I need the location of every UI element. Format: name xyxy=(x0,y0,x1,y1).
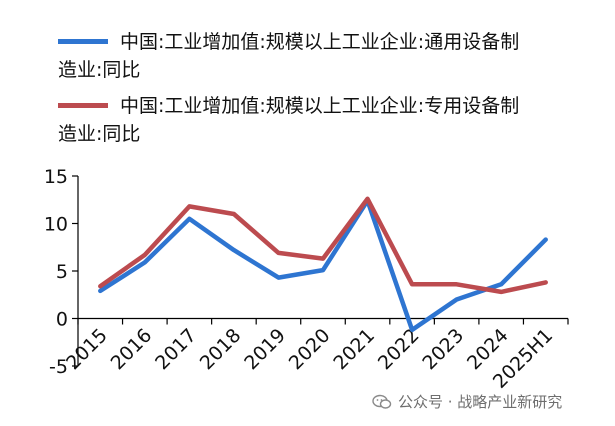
legend-item-general-equipment: 中国:工业增加值:规模以上工业企业:通用设备制 造业:同比 xyxy=(58,28,598,84)
y-tick-label: 5 xyxy=(56,261,68,283)
series-line-0 xyxy=(98,198,548,333)
x-tick-label: 2023 xyxy=(418,324,468,374)
x-tick-label: 2016 xyxy=(107,324,157,374)
watermark-text: 公众号 · 战略产业新研究 xyxy=(398,393,563,411)
wechat-icon xyxy=(372,394,392,409)
legend-label-line2: 造业:同比 xyxy=(58,59,141,81)
x-tick-label: 2015 xyxy=(62,324,112,374)
watermark: 公众号 · 战略产业新研究 xyxy=(372,392,604,412)
y-tick-label: 0 xyxy=(56,309,68,331)
x-tick-label: 2017 xyxy=(151,324,201,374)
legend-swatch-general-equipment xyxy=(58,39,108,44)
x-tick-label: 2022 xyxy=(374,324,424,374)
y-tick-label: 15 xyxy=(44,166,68,188)
legend-label-line1: 中国:工业增加值:规模以上工业企业:专用设备制 xyxy=(120,95,520,117)
x-tick-label: 2020 xyxy=(285,324,335,374)
series-line-1 xyxy=(98,196,548,295)
legend-swatch-special-equipment xyxy=(58,103,108,108)
x-tick-label: 2019 xyxy=(240,324,290,374)
x-tick-label: 2018 xyxy=(196,324,246,374)
legend-label-line1: 中国:工业增加值:规模以上工业企业:通用设备制 xyxy=(120,31,520,53)
legend-label-line2: 造业:同比 xyxy=(58,123,141,145)
legend-item-special-equipment: 中国:工业增加值:规模以上工业企业:专用设备制 造业:同比 xyxy=(58,92,598,148)
y-tick-label: 10 xyxy=(44,214,68,236)
x-tick-label: 2021 xyxy=(329,324,379,374)
y-tick-label: -5 xyxy=(49,356,68,378)
